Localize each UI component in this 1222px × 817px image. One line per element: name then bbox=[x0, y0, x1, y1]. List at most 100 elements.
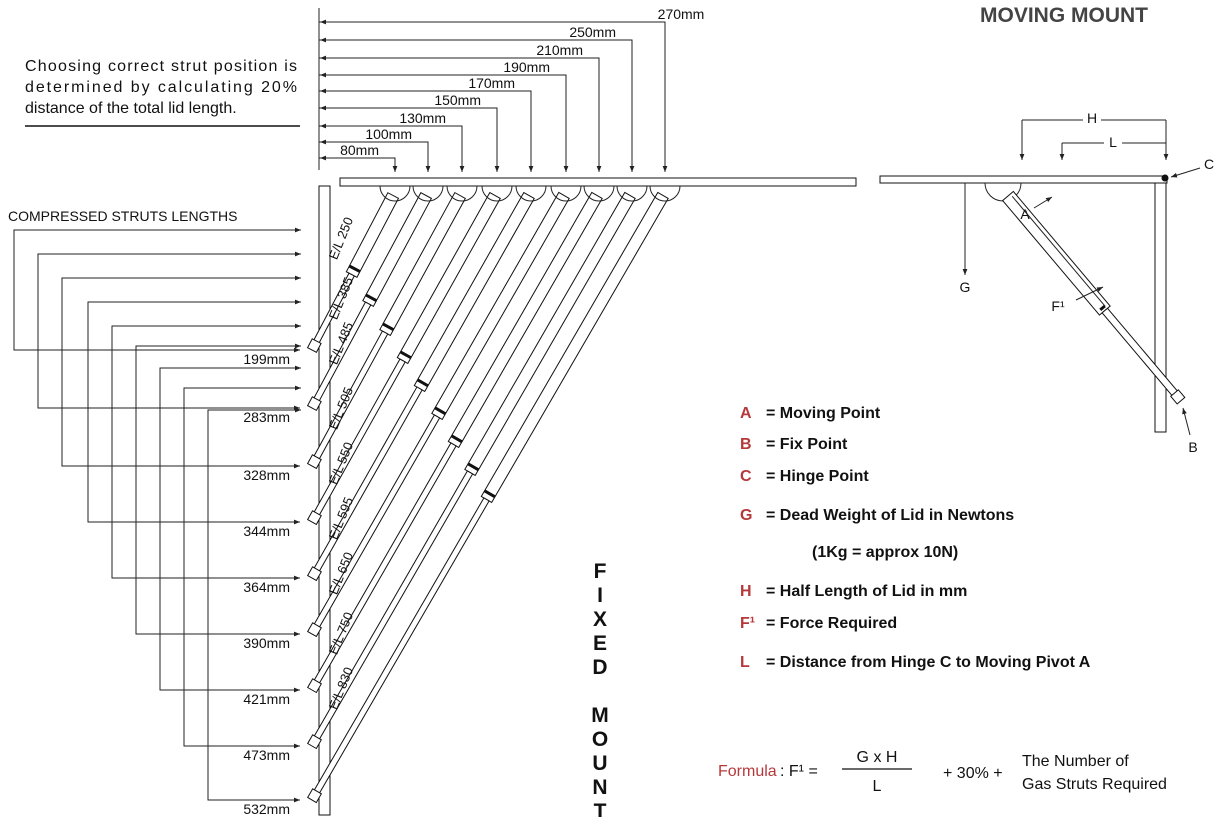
note-line: determined by calculating 20% bbox=[25, 79, 297, 96]
legend-text: = Dead Weight of Lid in Newtons bbox=[766, 507, 1014, 524]
hinge bbox=[1161, 174, 1169, 182]
strut-seal bbox=[348, 264, 361, 273]
dimension-label: 150mm bbox=[434, 92, 481, 108]
dimension-line bbox=[319, 141, 431, 172]
legend-text: = Force Required bbox=[766, 615, 897, 632]
compressed-length: 390mm bbox=[243, 635, 290, 651]
pivot bbox=[616, 185, 648, 202]
legend-text: = Fix Point bbox=[766, 436, 848, 453]
dimension-label: 170mm bbox=[468, 75, 515, 91]
dimension-label: 130mm bbox=[399, 110, 446, 126]
note-line: Choosing correct strut position is bbox=[25, 58, 297, 75]
dimension-line bbox=[319, 125, 465, 172]
title: MOVING MOUNT bbox=[980, 4, 1148, 27]
compressed-length: 421mm bbox=[243, 691, 290, 707]
formula-label: Formula bbox=[718, 763, 777, 780]
bracket bbox=[183, 387, 300, 749]
strut bbox=[306, 191, 535, 582]
wall bbox=[1154, 182, 1167, 433]
strut-seal bbox=[416, 378, 429, 388]
formula-result: Gas Struts Required bbox=[1022, 776, 1167, 793]
formula-plus: + 30% + bbox=[943, 765, 1003, 782]
legend-note: (1Kg = approx 10N) bbox=[812, 544, 958, 561]
legend-key: G bbox=[740, 507, 752, 524]
strut bbox=[306, 191, 467, 470]
dimension-label: 250mm bbox=[569, 24, 616, 40]
strut-end bbox=[306, 788, 323, 804]
label-f: F¹ bbox=[1051, 298, 1065, 314]
formula-result: The Number of bbox=[1022, 753, 1129, 770]
fixed-mount-label: FIXED MOUNT bbox=[589, 560, 612, 817]
strut-end bbox=[306, 510, 322, 526]
compressed-length: 473mm bbox=[243, 747, 290, 763]
strut-end bbox=[306, 678, 323, 694]
bracket bbox=[111, 325, 300, 581]
compressed-length: 364mm bbox=[243, 579, 290, 595]
strut-end bbox=[306, 734, 323, 750]
strut-seal bbox=[483, 489, 496, 499]
label-l: L bbox=[1109, 134, 1117, 150]
bracket bbox=[207, 409, 300, 803]
label-h: H bbox=[1087, 110, 1097, 126]
dimension-line bbox=[319, 74, 569, 172]
formula-denominator: L bbox=[873, 778, 882, 795]
bracket bbox=[87, 301, 300, 525]
dimension-line bbox=[319, 107, 500, 172]
formula-lhs: : F¹ = bbox=[780, 763, 818, 780]
legend-text: = Distance from Hinge C to Moving Pivot … bbox=[766, 654, 1091, 671]
legend-key: A bbox=[740, 405, 752, 422]
legend-key: L bbox=[740, 654, 750, 671]
dimension-label: 100mm bbox=[365, 126, 412, 142]
bracket bbox=[159, 367, 300, 693]
strut-end bbox=[306, 338, 322, 354]
pivot bbox=[481, 185, 513, 202]
strut-seal bbox=[399, 350, 412, 360]
legend-key: H bbox=[740, 583, 752, 600]
strut bbox=[306, 191, 603, 694]
lid bbox=[879, 175, 1168, 184]
strut-seal bbox=[467, 462, 480, 472]
strut-seal bbox=[365, 293, 378, 302]
dimension-label: 210mm bbox=[536, 42, 583, 58]
compressed-length: 283mm bbox=[243, 409, 290, 425]
label-b: B bbox=[1188, 439, 1197, 455]
dimension-label: 270mm bbox=[658, 6, 705, 22]
pivot bbox=[379, 185, 411, 202]
lid bbox=[339, 177, 857, 187]
label-g: G bbox=[960, 279, 971, 295]
moving-mount-diagram: H L C A G F¹ B bbox=[879, 110, 1214, 455]
strut bbox=[306, 191, 636, 750]
strut bbox=[306, 191, 669, 804]
dimension-line bbox=[319, 21, 668, 172]
strut-end bbox=[306, 396, 322, 412]
dimension-line bbox=[319, 57, 602, 172]
legend-key: C bbox=[740, 468, 752, 485]
compressed-length: 199mm bbox=[243, 351, 290, 367]
strut-end bbox=[306, 454, 322, 470]
strut bbox=[306, 192, 433, 412]
bracket bbox=[13, 229, 300, 353]
strut bbox=[306, 191, 570, 638]
legend-text: = Moving Point bbox=[766, 405, 881, 422]
dimension-line bbox=[319, 157, 398, 172]
strut-seal bbox=[434, 406, 447, 416]
compressed-length: 532mm bbox=[243, 801, 290, 817]
pivot bbox=[550, 185, 582, 202]
pivot bbox=[412, 185, 444, 202]
strut bbox=[1001, 190, 1186, 405]
bracket bbox=[61, 277, 300, 469]
strut bbox=[306, 191, 501, 526]
pivot bbox=[515, 185, 547, 202]
legend-key: F¹ bbox=[740, 615, 755, 632]
strut-cylinder bbox=[362, 192, 433, 308]
dimension-line bbox=[319, 90, 534, 172]
compressed-label: COMPRESSED STRUTS LENGTHS bbox=[8, 208, 237, 224]
note-line: distance of the total lid length. bbox=[25, 100, 237, 117]
strut bbox=[306, 192, 400, 354]
label-a: A bbox=[1020, 206, 1030, 222]
compressed-length: 328mm bbox=[243, 467, 290, 483]
strut-end bbox=[306, 566, 322, 582]
dimension-label: 190mm bbox=[503, 59, 550, 75]
compressed-length: 344mm bbox=[243, 523, 290, 539]
